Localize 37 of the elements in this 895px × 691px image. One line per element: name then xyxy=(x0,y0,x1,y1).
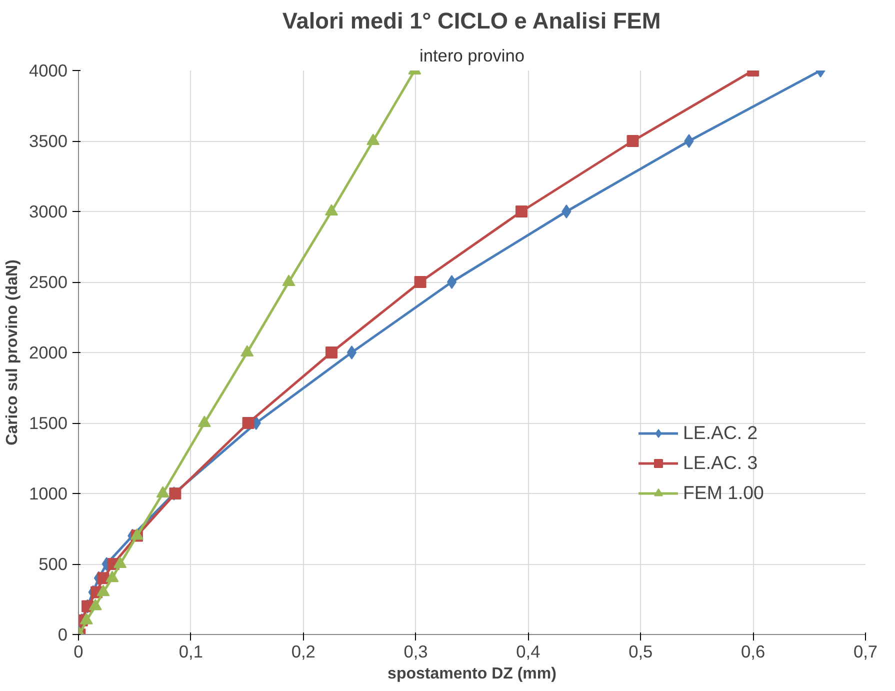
x-tick-label: 0,7 xyxy=(853,642,878,662)
x-tick-label: 0,1 xyxy=(178,642,203,662)
chart-subtitle: intero provino xyxy=(420,46,525,66)
point xyxy=(97,572,110,584)
point xyxy=(96,584,110,596)
point xyxy=(414,276,426,288)
y-tick-label: 2500 xyxy=(28,272,68,292)
legend-label: LE.AC. 3 xyxy=(683,452,758,474)
x-tick-label: 0,4 xyxy=(516,642,541,662)
y-tick-label: 0 xyxy=(58,624,68,644)
y-tick-label: 1000 xyxy=(28,484,68,504)
x-tick-label: 0,6 xyxy=(741,642,766,662)
y-tick-label: 500 xyxy=(38,554,68,574)
legend-label: LE.AC. 2 xyxy=(683,422,758,444)
point xyxy=(562,204,572,218)
y-tick-label: 3000 xyxy=(28,202,68,222)
point xyxy=(106,570,119,582)
x-tick-label: 0,2 xyxy=(291,642,316,662)
y-axis-title: Carico sul provino (daN) xyxy=(4,260,21,446)
y-tick-label: 1500 xyxy=(28,413,68,433)
point xyxy=(325,346,338,358)
point xyxy=(515,206,528,218)
x-tick-label: 0,5 xyxy=(628,642,653,662)
chart-title: Valori medi 1° CICLO e Analisi FEM xyxy=(282,8,661,34)
point xyxy=(346,346,357,360)
point xyxy=(684,134,694,148)
x-axis-title: spostamento DZ (mm) xyxy=(388,666,556,682)
point xyxy=(446,275,457,289)
point xyxy=(242,417,254,429)
x-tick-label: 0,3 xyxy=(404,642,428,662)
point xyxy=(626,135,639,147)
x-tick-label: 0 xyxy=(74,642,84,662)
point xyxy=(169,488,182,500)
y-tick-label: 2000 xyxy=(28,342,68,362)
legend-label: FEM 1.00 xyxy=(683,482,764,504)
y-tick-label: 4000 xyxy=(28,60,68,80)
y-tick-label: 3500 xyxy=(28,131,68,151)
